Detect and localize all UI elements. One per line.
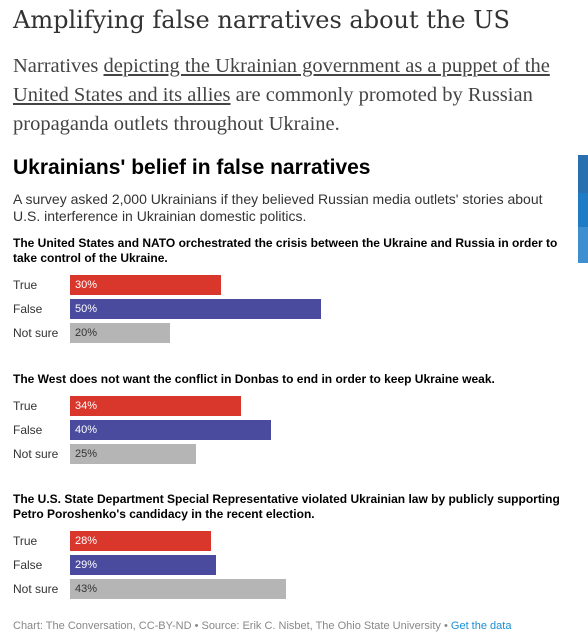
bar-row-true: True 34% — [13, 396, 573, 416]
article-intro: Narratives depicting the Ukrainian gover… — [13, 52, 588, 139]
bar-row-not-sure: Not sure 20% — [13, 323, 573, 343]
bar-value-label: 30% — [75, 279, 98, 291]
bar-row-false: False 40% — [13, 420, 573, 440]
category-label: True — [13, 278, 38, 292]
bar-row-true: True 30% — [13, 275, 573, 295]
intro-link[interactable]: depicting the Ukrainian government as a … — [13, 55, 550, 106]
category-label: False — [13, 302, 43, 316]
bar-true — [70, 396, 241, 416]
bar-true — [70, 275, 221, 295]
bar-value-label: 28% — [75, 535, 98, 547]
category-label: False — [13, 423, 43, 437]
bar-value-label: 25% — [75, 448, 98, 460]
bar-row-false: False 50% — [13, 299, 573, 319]
bar-row-true: True 28% — [13, 531, 573, 551]
chart-subtitle: A survey asked 2,000 Ukrainians if they … — [13, 191, 543, 224]
bar-row-not-sure: Not sure 43% — [13, 579, 573, 599]
category-label: True — [13, 534, 38, 548]
side-tab-top[interactable] — [578, 155, 588, 193]
bar-row-not-sure: Not sure 25% — [13, 444, 573, 464]
bar-not-sure — [70, 323, 171, 343]
intro-text-before: Narratives — [13, 55, 104, 77]
bar-row-false: False 29% — [13, 555, 573, 575]
category-label: Not sure — [13, 326, 59, 340]
chart-footer: Chart: The Conversation, CC-BY-ND • Sour… — [13, 620, 511, 632]
side-tab-middle[interactable] — [578, 193, 588, 227]
bar-not-sure — [70, 444, 196, 464]
bar-value-label: 20% — [75, 327, 98, 339]
article-headline: Amplifying false narratives about the US — [13, 6, 510, 34]
bar-false — [70, 299, 321, 319]
question-text: The United States and NATO orchestrated … — [13, 236, 558, 265]
side-tab-bottom[interactable] — [578, 227, 588, 263]
bar-value-label: 50% — [75, 303, 98, 315]
bar-not-sure — [70, 579, 286, 599]
category-label: Not sure — [13, 582, 59, 596]
get-data-link[interactable]: Get the data — [450, 620, 512, 632]
question-text: The West does not want the conflict in D… — [13, 372, 495, 386]
bar-true — [70, 531, 211, 551]
bar-value-label: 40% — [75, 424, 98, 436]
footer-credit: Chart: The Conversation, CC-BY-ND • Sour… — [13, 620, 451, 632]
chart-title: Ukrainians' belief in false narratives — [13, 156, 371, 179]
bar-false — [70, 555, 216, 575]
bar-value-label: 29% — [75, 559, 98, 571]
question-text: The U.S. State Department Special Repres… — [13, 492, 560, 521]
bar-value-label: 34% — [75, 400, 98, 412]
category-label: False — [13, 558, 43, 572]
bar-value-label: 43% — [75, 583, 98, 595]
bar-false — [70, 420, 271, 440]
category-label: True — [13, 399, 38, 413]
intro-text-after: are commonly promoted by Russian propaga… — [13, 84, 533, 135]
category-label: Not sure — [13, 447, 59, 461]
